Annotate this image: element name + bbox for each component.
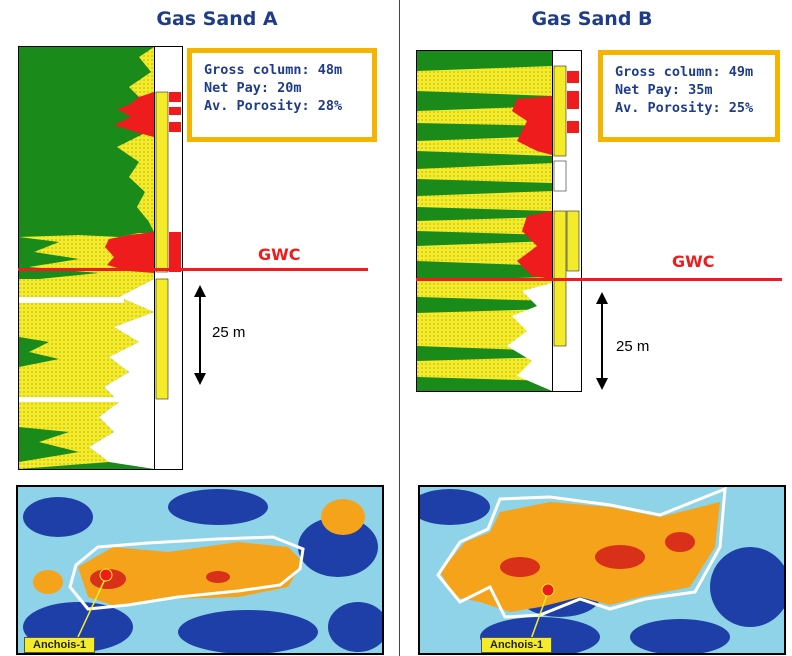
well-location-marker [99,568,113,582]
gas-flag [169,232,181,272]
gas-zones [512,96,552,279]
gas-outline [436,487,727,619]
water-zone [507,283,552,391]
gwc-label: GWC [672,252,715,271]
porosity-text: Av. Porosity: 28% [204,98,343,114]
gas-outline [68,535,305,611]
panel-title: Gas Sand A [156,8,278,30]
gwc-label: GWC [258,245,301,264]
gas-flag [169,107,181,115]
gas-flag [567,91,579,109]
gross-column-text: Gross column: 48m [204,62,343,78]
scale-label: 25 m [212,324,246,341]
panel-title: Gas Sand B [531,8,653,30]
gas-zone-upper [114,92,154,137]
scale-label: 25 m [616,338,650,355]
well-label: Anchois-1 [24,637,96,653]
sand-fill-water-leg [19,279,154,469]
well-leader-line [77,576,107,638]
gas-flag [567,71,579,83]
amplitude-map [418,485,786,655]
net-pay-column-lower [155,278,169,400]
shale-sliver-2 [19,427,79,462]
well-label: Anchois-1 [481,637,553,653]
white-band-1 [19,297,124,303]
gas-flag [567,121,579,133]
low-amplitude-patches [23,489,382,653]
net-pay-column [553,65,567,157]
well-leader-line [529,591,549,643]
gas-flag [169,92,181,102]
net-pay-text: Net Pay: 35m [615,82,713,98]
sand-fill-upper [117,47,154,232]
water-zone [89,279,154,469]
high-amplitude-patches [440,502,720,612]
amplitude-map [16,485,384,655]
gross-column-text: Gross column: 49m [615,64,754,80]
well-location-marker [541,583,555,597]
bright-spots [500,532,695,577]
reservoir-summary-box: Gross column: 49m Net Pay: 35m Av. Poros… [598,50,780,142]
gas-flag [169,122,181,132]
gas-water-contact-line [18,268,368,271]
net-pay-column [155,91,169,273]
net-pay-text: Net Pay: 20m [204,80,302,96]
porosity-text: Av. Porosity: 25% [615,100,754,116]
reservoir-summary-box: Gross column: 48m Net Pay: 20m Av. Poros… [187,48,377,142]
shale-sliver [19,337,59,367]
white-band-2 [19,397,154,402]
gas-water-contact-line [416,278,782,281]
well-log-track [18,46,183,470]
scale-arrow [194,285,206,385]
gas-zone-lower [105,232,154,273]
panel-divider [399,0,400,656]
scale-arrow [596,292,608,390]
well-log-track [416,50,582,392]
